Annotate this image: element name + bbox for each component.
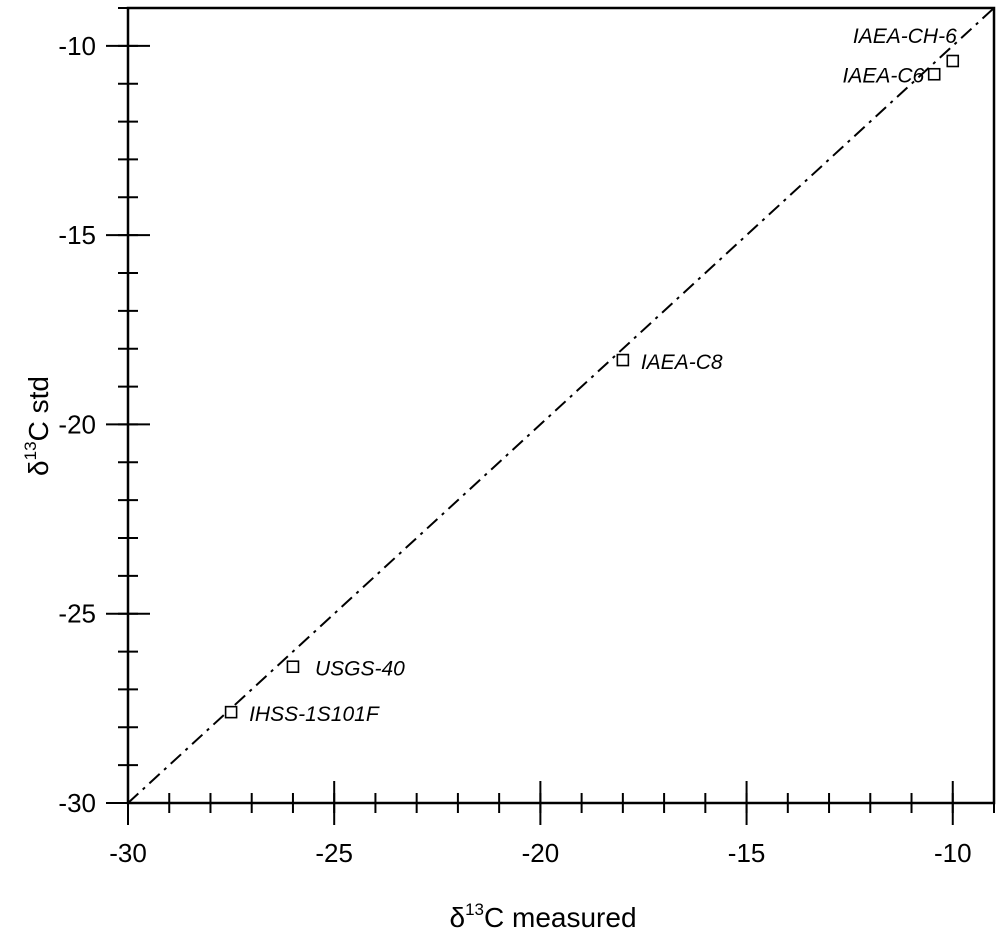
x-tick-label: -20: [522, 838, 560, 868]
point-label: IAEA-C8: [641, 351, 723, 374]
data-point-marker: [927, 67, 941, 81]
y-tick-label: -15: [58, 220, 96, 250]
y-tick-labels: -30 -25 -20 -15 -10: [58, 31, 96, 818]
data-point-marker: [224, 705, 238, 719]
x-tick-label: -10: [934, 838, 972, 868]
y-tick-label: -10: [58, 31, 96, 61]
x-tick-label: -15: [728, 838, 766, 868]
plot-frame: [126, 6, 996, 805]
x-tick-label: -25: [315, 838, 353, 868]
x-tick-labels: -30 -25 -20 -15 -10: [109, 838, 971, 868]
data-point-marker: [616, 353, 630, 367]
dash-dot-line: [127, 7, 995, 804]
x-axis-title: δ13C measured: [449, 900, 636, 933]
point-label: IHSS-1S101F: [249, 703, 380, 726]
plot-border: [126, 6, 996, 805]
data-point-marker: [946, 54, 960, 68]
y-tick-label: -30: [58, 788, 96, 818]
reference-line: [127, 7, 995, 804]
point-label: USGS-40: [315, 658, 405, 681]
major-ticks: [106, 44, 954, 825]
y-tick-label: -25: [58, 599, 96, 629]
data-point-marker: [286, 660, 300, 674]
x-tick-label: -30: [109, 838, 147, 868]
y-axis-title: δ13C std: [21, 376, 54, 476]
data-points: [224, 54, 960, 719]
point-label: IAEA-C6: [843, 64, 925, 87]
point-labels: IAEA-CH-6 IAEA-C6 IAEA-C8 USGS-40 IHSS-1S101…: [249, 25, 957, 726]
y-tick-label: -20: [58, 409, 96, 439]
point-label: IAEA-CH-6: [853, 25, 957, 48]
